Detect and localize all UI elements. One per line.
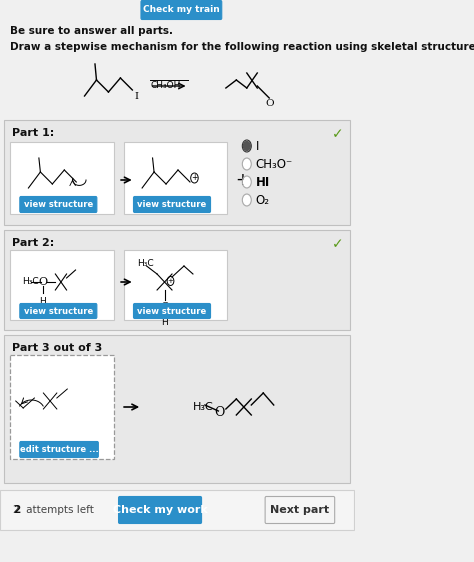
FancyBboxPatch shape bbox=[10, 142, 114, 214]
Text: ✓: ✓ bbox=[332, 237, 344, 251]
FancyBboxPatch shape bbox=[118, 496, 201, 523]
Circle shape bbox=[244, 142, 250, 151]
Circle shape bbox=[244, 160, 250, 169]
FancyBboxPatch shape bbox=[10, 355, 114, 459]
Text: edit structure ...: edit structure ... bbox=[20, 445, 99, 454]
Text: Be sure to answer all parts.: Be sure to answer all parts. bbox=[10, 26, 173, 36]
Text: H₃C: H₃C bbox=[137, 260, 154, 269]
Text: O: O bbox=[160, 302, 169, 312]
Text: Next part: Next part bbox=[270, 505, 329, 515]
Text: Part 2:: Part 2: bbox=[12, 238, 54, 248]
FancyBboxPatch shape bbox=[4, 120, 350, 225]
Text: O: O bbox=[38, 277, 47, 287]
Text: view structure: view structure bbox=[137, 200, 207, 209]
Text: I: I bbox=[135, 92, 138, 101]
FancyBboxPatch shape bbox=[124, 142, 228, 214]
FancyBboxPatch shape bbox=[20, 303, 97, 319]
FancyBboxPatch shape bbox=[20, 197, 97, 212]
Text: view structure: view structure bbox=[24, 200, 93, 209]
Circle shape bbox=[244, 178, 250, 187]
Text: I: I bbox=[256, 139, 259, 152]
FancyBboxPatch shape bbox=[4, 335, 350, 483]
Text: H₃C: H₃C bbox=[22, 278, 38, 287]
Text: Check my work: Check my work bbox=[113, 505, 208, 515]
Circle shape bbox=[244, 196, 250, 205]
Text: Part 3 out of 3: Part 3 out of 3 bbox=[12, 343, 102, 353]
FancyBboxPatch shape bbox=[134, 197, 210, 212]
FancyBboxPatch shape bbox=[134, 303, 210, 319]
Text: +: + bbox=[235, 171, 249, 189]
FancyBboxPatch shape bbox=[265, 496, 335, 523]
Text: Part 1:: Part 1: bbox=[12, 128, 54, 138]
Text: view structure: view structure bbox=[24, 306, 93, 315]
Text: H₃C: H₃C bbox=[193, 402, 214, 412]
Text: H: H bbox=[161, 318, 168, 327]
Text: O: O bbox=[215, 406, 225, 419]
Text: HI: HI bbox=[256, 175, 270, 188]
Text: +: + bbox=[191, 174, 198, 183]
Text: ✓: ✓ bbox=[332, 127, 344, 141]
Text: H: H bbox=[39, 297, 46, 306]
FancyBboxPatch shape bbox=[124, 250, 228, 320]
FancyBboxPatch shape bbox=[4, 230, 350, 330]
Text: O₂: O₂ bbox=[256, 193, 270, 206]
FancyBboxPatch shape bbox=[0, 490, 355, 530]
Text: Check my train: Check my train bbox=[143, 6, 220, 15]
Text: view structure: view structure bbox=[137, 306, 207, 315]
FancyBboxPatch shape bbox=[20, 442, 98, 457]
Text: O: O bbox=[265, 99, 273, 108]
Text: Draw a stepwise mechanism for the following reaction using skeletal structures:: Draw a stepwise mechanism for the follow… bbox=[10, 42, 474, 52]
FancyBboxPatch shape bbox=[10, 250, 114, 320]
Text: 2  attempts left: 2 attempts left bbox=[13, 505, 94, 515]
Text: CH₃OH: CH₃OH bbox=[151, 81, 181, 90]
FancyBboxPatch shape bbox=[141, 1, 222, 20]
Text: 2: 2 bbox=[13, 505, 21, 515]
Text: CH₃O⁻: CH₃O⁻ bbox=[256, 157, 293, 170]
Text: +: + bbox=[168, 278, 173, 284]
